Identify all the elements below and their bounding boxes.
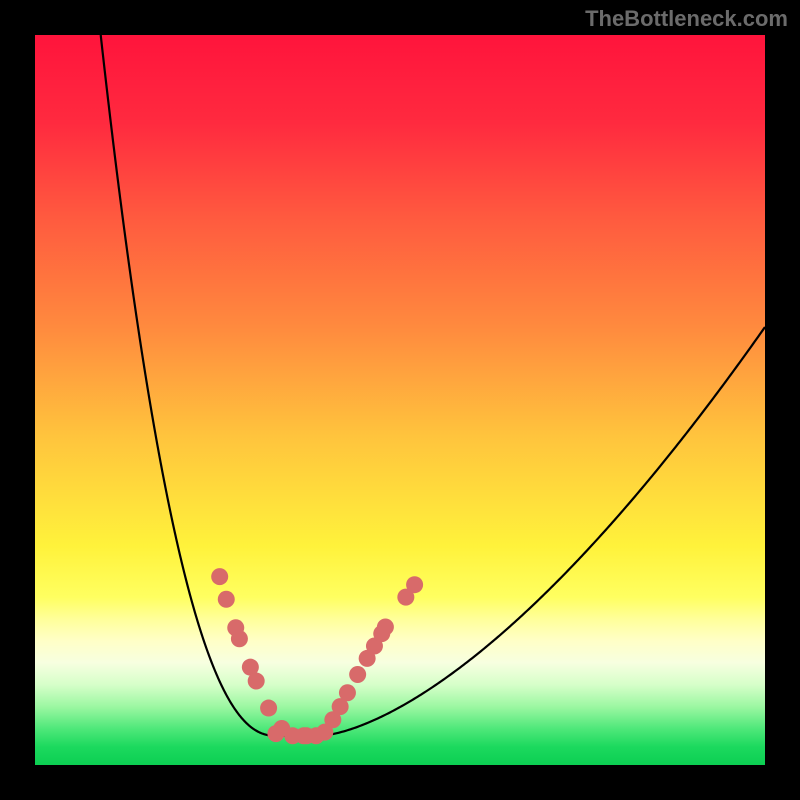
marker-left-6: [260, 700, 277, 717]
marker-right-12: [406, 576, 423, 593]
plot-background: [35, 35, 765, 765]
marker-left-0: [211, 568, 228, 585]
watermark-label: TheBottleneck.com: [585, 6, 788, 32]
marker-left-1: [218, 591, 235, 608]
marker-right-6: [349, 666, 366, 683]
marker-left-5: [248, 673, 265, 690]
marker-right-10: [377, 619, 394, 636]
marker-right-5: [339, 684, 356, 701]
marker-left-8: [267, 725, 284, 742]
marker-left-3: [231, 630, 248, 647]
chart-container: TheBottleneck.com: [0, 0, 800, 800]
bottleneck-chart: [0, 0, 800, 800]
